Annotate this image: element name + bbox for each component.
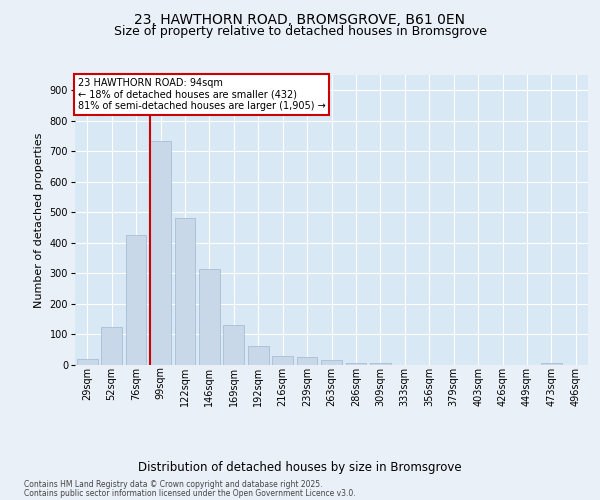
- Text: Distribution of detached houses by size in Bromsgrove: Distribution of detached houses by size …: [138, 461, 462, 474]
- Bar: [223, 326, 244, 365]
- Y-axis label: Number of detached properties: Number of detached properties: [34, 132, 44, 308]
- Bar: [296, 358, 317, 365]
- Text: Contains public sector information licensed under the Open Government Licence v3: Contains public sector information licen…: [24, 489, 356, 498]
- Text: 23 HAWTHORN ROAD: 94sqm
← 18% of detached houses are smaller (432)
81% of semi-d: 23 HAWTHORN ROAD: 94sqm ← 18% of detache…: [77, 78, 325, 111]
- Text: Size of property relative to detached houses in Bromsgrove: Size of property relative to detached ho…: [113, 25, 487, 38]
- Bar: [199, 269, 220, 365]
- Bar: [77, 359, 98, 365]
- Bar: [346, 362, 367, 365]
- Bar: [150, 140, 171, 365]
- Text: 23, HAWTHORN ROAD, BROMSGROVE, B61 0EN: 23, HAWTHORN ROAD, BROMSGROVE, B61 0EN: [134, 12, 466, 26]
- Bar: [370, 362, 391, 365]
- Bar: [541, 362, 562, 365]
- Text: Contains HM Land Registry data © Crown copyright and database right 2025.: Contains HM Land Registry data © Crown c…: [24, 480, 323, 489]
- Bar: [321, 360, 342, 365]
- Bar: [272, 356, 293, 365]
- Bar: [125, 236, 146, 365]
- Bar: [248, 346, 269, 365]
- Bar: [101, 327, 122, 365]
- Bar: [175, 218, 196, 365]
